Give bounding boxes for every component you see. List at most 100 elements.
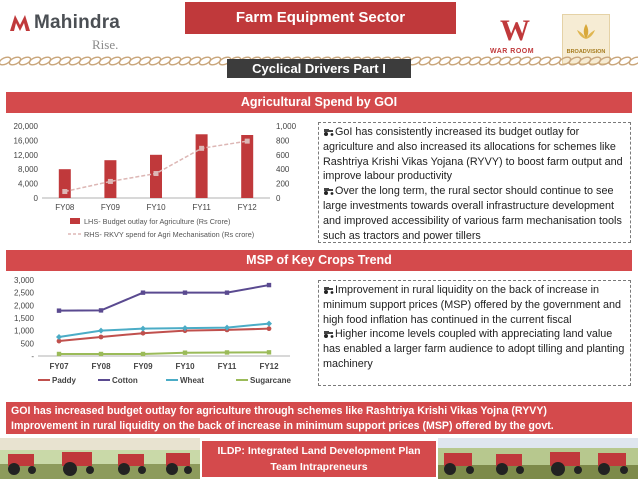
- msp-trend-chart: 3,000 2,500 2,000 1,500 1,000 500 - FY07 FY08 FY0…: [14, 276, 291, 385]
- section-msp-title: MSP of Key Crops Trend: [6, 250, 632, 271]
- series-point-wheat: [266, 320, 272, 327]
- series-point-paddy: [56, 338, 62, 344]
- brand-tagline: Rise.: [92, 37, 119, 52]
- y-tick-label: 1,000: [14, 327, 35, 336]
- series-point-paddy: [140, 330, 146, 336]
- tractor-bullet-icon: [323, 126, 334, 136]
- series-point-sugarcane: [56, 351, 62, 357]
- subtitle-banner: Cyclical Drivers Part I: [227, 59, 411, 78]
- legend-rkvy-label: RHS- RKVY spend for Agri Mechanisation (…: [84, 230, 254, 239]
- series-line-cotton: [58, 284, 270, 312]
- y-left-tick-label: 8,000: [18, 165, 39, 174]
- x-tick-label: FY07: [49, 362, 69, 371]
- series-point-paddy: [98, 334, 104, 340]
- footer-line-1: ILDP: Integrated Land Development Plan: [217, 445, 421, 457]
- x-tick-label: FY09: [101, 203, 121, 212]
- tractor-photos-right: [438, 438, 638, 479]
- series-point-wheat: [224, 324, 230, 331]
- sector-title: Farm Equipment Sector: [185, 2, 456, 34]
- series-point-wheat: [56, 334, 62, 340]
- series-line-sugarcane: [59, 351, 270, 355]
- rkvy-point: [107, 178, 113, 184]
- rkvy-point: [244, 138, 250, 144]
- legend-label-paddy: Paddy: [52, 376, 77, 385]
- series-point-sugarcane: [182, 350, 188, 355]
- tractor-bullet-icon: [323, 284, 334, 294]
- msp-bullet-1: Improvement in rural liquidity on the ba…: [323, 283, 626, 327]
- broadvision-logo-text: BROADVISION: [566, 49, 606, 55]
- y-left-tick-label: 12,000: [14, 151, 39, 160]
- summary-line-2: Improvement in rural liquidity on the ba…: [11, 420, 554, 432]
- series-point-cotton: [98, 308, 104, 313]
- legend-label-cotton: Cotton: [112, 376, 138, 385]
- broadvision-logo: BROADVISION: [562, 14, 610, 64]
- series-point-wheat: [140, 325, 146, 332]
- budget-bar: [195, 134, 208, 198]
- y-right-tick-label: 800: [276, 136, 290, 145]
- legend-label-sugarcane: Sugarcane: [250, 376, 291, 385]
- x-tick-label: FY08: [91, 362, 111, 371]
- msp-bullet-2-text: Higher income levels coupled with apprec…: [323, 328, 625, 370]
- msp-bullet-2: Higher income levels coupled with apprec…: [323, 327, 626, 371]
- y-left-tick-label: 4,000: [18, 180, 39, 189]
- rkvy-point: [153, 171, 159, 177]
- y-left-tick-label: 0: [34, 194, 39, 203]
- x-tick-label: FY11: [192, 203, 211, 212]
- x-tick-label: FY10: [175, 362, 195, 371]
- rkvy-point: [199, 145, 205, 151]
- summary-line-1: GOI has increased budget outlay for agri…: [11, 405, 547, 417]
- series-point-cotton: [224, 290, 230, 295]
- x-tick-label: FY11: [218, 362, 237, 371]
- mahindra-emblem-icon: [10, 15, 30, 31]
- war-room-logo-text: WAR ROOM: [490, 48, 535, 55]
- x-tick-label: FY09: [133, 362, 153, 371]
- war-room-logo: W WAR ROOM: [488, 14, 550, 58]
- y-tick-label: 3,000: [14, 276, 35, 285]
- tractor-photos-left: [0, 438, 200, 479]
- y-tick-label: 2,000: [14, 301, 35, 310]
- series-point-paddy: [266, 326, 272, 332]
- x-tick-label: FY12: [259, 362, 279, 371]
- legend-budget-label: LHS- Budget outlay for Agriculture (Rs C…: [84, 217, 230, 226]
- series-point-sugarcane: [224, 350, 230, 355]
- msp-bullet-1-text: Improvement in rural liquidity on the ba…: [323, 284, 622, 326]
- x-tick-label: FY08: [55, 203, 75, 212]
- series-point-cotton: [140, 290, 146, 295]
- mahindra-logo: Mahindra Rise.: [8, 8, 138, 54]
- agri-spend-bullet-1-text: GoI has consistently increased its budge…: [323, 126, 623, 183]
- budget-bar: [241, 135, 254, 198]
- y-right-tick-label: 600: [276, 151, 290, 160]
- budget-bar: [150, 154, 162, 198]
- legend-budget-swatch: [70, 218, 80, 224]
- lotus-icon: [577, 24, 595, 39]
- x-tick-label: FY12: [238, 203, 258, 212]
- section-agricultural-spend-title: Agricultural Spend by GOI: [6, 92, 632, 113]
- agri-spend-bullet-2: Over the long term, the rural sector sho…: [323, 184, 626, 243]
- war-room-logo-mark: W: [500, 14, 530, 47]
- tractor-bullet-icon: [323, 328, 334, 339]
- series-point-sugarcane: [98, 351, 104, 357]
- y-right-tick-label: 0: [276, 194, 281, 203]
- y-right-tick-label: 400: [276, 165, 290, 174]
- series-point-sugarcane: [266, 350, 272, 355]
- y-tick-label: 2,500: [14, 289, 35, 298]
- y-left-tick-label: 16,000: [14, 136, 39, 145]
- agri-spend-textbox: GoI has consistently increased its budge…: [318, 122, 631, 243]
- agricultural-spend-chart: 20,000 16,000 12,000 8,000 4,000 0 1,000 800 600…: [14, 122, 297, 239]
- x-tick-label: FY10: [146, 203, 166, 212]
- series-point-sugarcane: [140, 351, 146, 357]
- footer-banner: ILDP: Integrated Land Development Plan T…: [202, 441, 436, 477]
- y-tick-label: -: [31, 352, 34, 361]
- series-point-wheat: [182, 325, 188, 332]
- tractor-bullet-icon: [323, 185, 334, 196]
- agri-spend-bullet-2-text: Over the long term, the rural sector sho…: [323, 185, 622, 242]
- agri-spend-bullet-1: GoI has consistently increased its budge…: [323, 125, 626, 184]
- series-point-cotton: [266, 282, 272, 288]
- legend-label-wheat: Wheat: [180, 376, 204, 385]
- brand-name: Mahindra: [34, 12, 121, 33]
- footer-line-2: Team Intrapreneurs: [270, 461, 368, 473]
- y-tick-label: 1,500: [14, 314, 35, 323]
- series-line-paddy: [58, 327, 270, 343]
- summary-band: GOI has increased budget outlay for agri…: [6, 402, 632, 434]
- y-left-tick-label: 20,000: [14, 122, 39, 131]
